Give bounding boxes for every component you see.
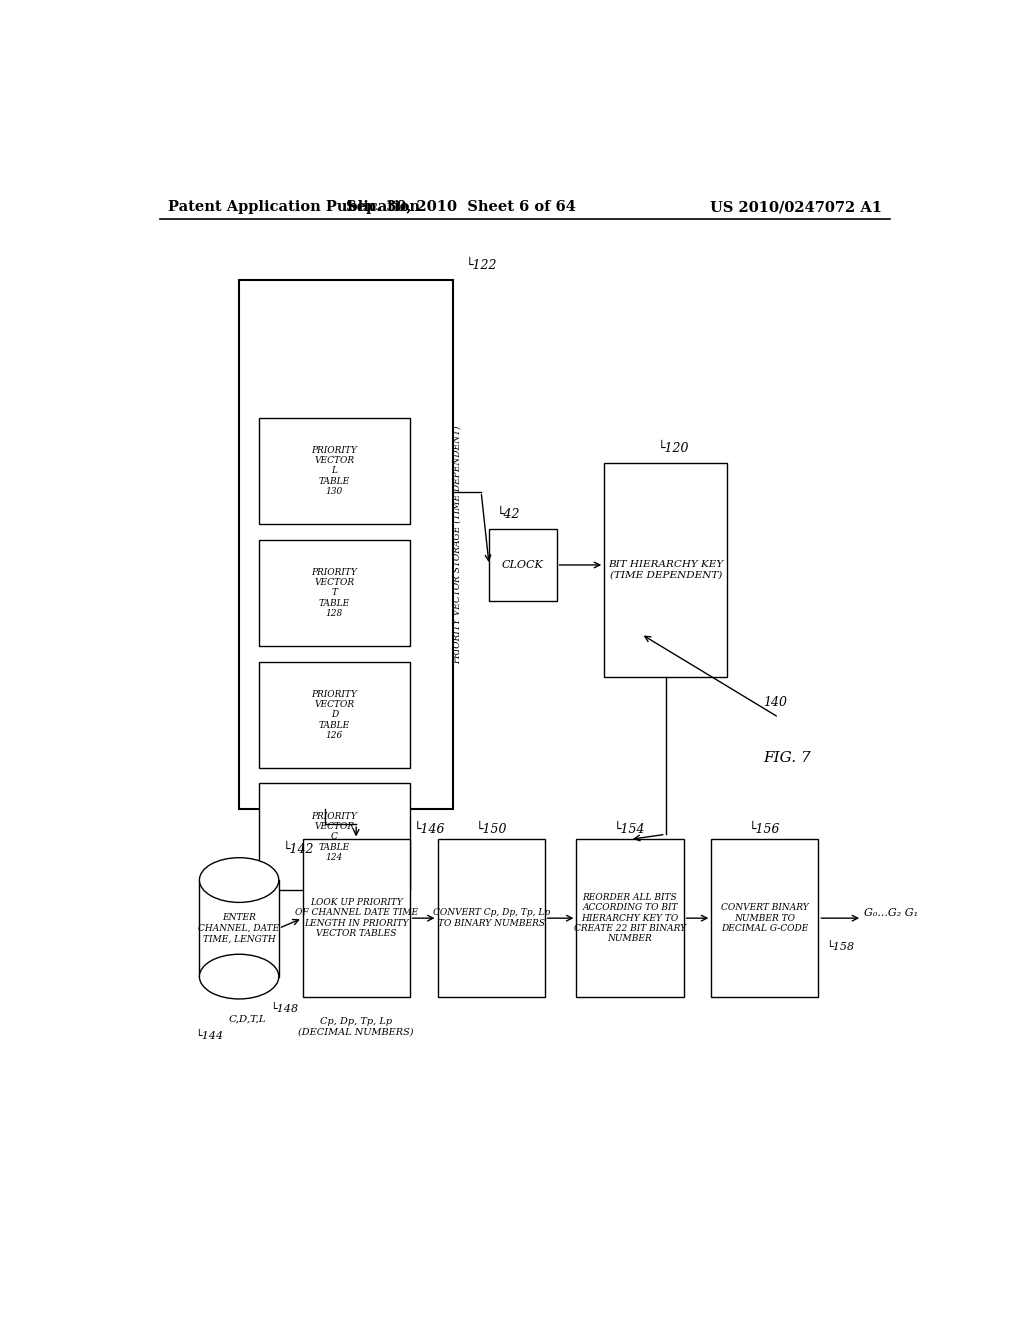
Text: US 2010/0247072 A1: US 2010/0247072 A1	[710, 201, 882, 214]
Text: C,D,T,L: C,D,T,L	[228, 1015, 266, 1024]
Text: CLOCK: CLOCK	[502, 560, 544, 570]
Text: ENTER
CHANNEL, DATE
TIME, LENGTH: ENTER CHANNEL, DATE TIME, LENGTH	[199, 913, 280, 944]
Ellipse shape	[200, 858, 279, 903]
Text: └120: └120	[657, 442, 689, 454]
Text: 140: 140	[763, 696, 786, 709]
Text: PRIORITY
VECTOR
C
TABLE
124: PRIORITY VECTOR C TABLE 124	[311, 812, 357, 862]
Text: REORDER ALL BITS
ACCORDING TO BIT
HIERARCHY KEY TO
CREATE 22 BIT BINARY
NUMBER: REORDER ALL BITS ACCORDING TO BIT HIERAR…	[573, 892, 686, 944]
FancyBboxPatch shape	[577, 840, 684, 997]
Text: FIG. 7: FIG. 7	[763, 751, 811, 766]
FancyBboxPatch shape	[240, 280, 454, 809]
Text: PRIORITY VECTOR STORAGE (TIME DEPENDENT): PRIORITY VECTOR STORAGE (TIME DEPENDENT)	[453, 425, 462, 664]
Text: BIT HIERARCHY KEY
(TIME DEPENDENT): BIT HIERARCHY KEY (TIME DEPENDENT)	[608, 561, 723, 579]
Text: CONVERT Cp, Dp, Tp, Lp
TO BINARY NUMBERS: CONVERT Cp, Dp, Tp, Lp TO BINARY NUMBERS	[432, 908, 550, 928]
Text: └144: └144	[196, 1031, 223, 1040]
Text: Cp, Dp, Tp, Lp
(DECIMAL NUMBERS): Cp, Dp, Tp, Lp (DECIMAL NUMBERS)	[298, 1018, 414, 1036]
Text: └42: └42	[497, 508, 520, 520]
Text: └142: └142	[283, 843, 314, 857]
FancyBboxPatch shape	[259, 784, 410, 890]
Text: G₀...G₂ G₁: G₀...G₂ G₁	[864, 908, 919, 919]
Text: PRIORITY
VECTOR
L
TABLE
130: PRIORITY VECTOR L TABLE 130	[311, 446, 357, 496]
Text: Sep. 30, 2010  Sheet 6 of 64: Sep. 30, 2010 Sheet 6 of 64	[346, 201, 577, 214]
FancyBboxPatch shape	[259, 417, 410, 524]
Text: └156: └156	[750, 822, 780, 836]
FancyBboxPatch shape	[437, 840, 545, 997]
FancyBboxPatch shape	[604, 463, 727, 677]
Text: CONVERT BINARY
NUMBER TO
DECIMAL G-CODE: CONVERT BINARY NUMBER TO DECIMAL G-CODE	[721, 903, 809, 933]
Text: └146: └146	[414, 822, 445, 836]
Text: └158: └158	[826, 941, 854, 952]
FancyBboxPatch shape	[259, 540, 410, 647]
Text: └122: └122	[465, 259, 497, 272]
FancyBboxPatch shape	[200, 880, 279, 977]
FancyBboxPatch shape	[303, 840, 410, 997]
FancyBboxPatch shape	[489, 529, 557, 601]
Text: Patent Application Publication: Patent Application Publication	[168, 201, 420, 214]
Text: PRIORITY
VECTOR
D
TABLE
126: PRIORITY VECTOR D TABLE 126	[311, 689, 357, 741]
Text: └150: └150	[475, 822, 507, 836]
Text: └154: └154	[614, 822, 646, 836]
FancyBboxPatch shape	[259, 661, 410, 768]
Text: LOOK UP PRIORITY
OF CHANNEL DATE TIME
LENGTH IN PRIORITY
VECTOR TABLES: LOOK UP PRIORITY OF CHANNEL DATE TIME LE…	[295, 898, 418, 939]
Text: PRIORITY
VECTOR
T
TABLE
128: PRIORITY VECTOR T TABLE 128	[311, 568, 357, 618]
Text: └148: └148	[270, 1005, 299, 1014]
FancyBboxPatch shape	[712, 840, 818, 997]
Ellipse shape	[200, 954, 279, 999]
